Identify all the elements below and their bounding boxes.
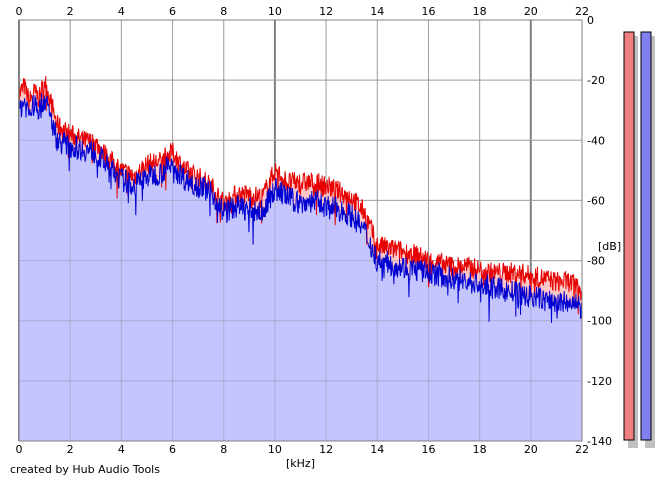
x-tick-top: 16 <box>421 5 435 18</box>
plot-frame <box>18 19 583 442</box>
x-tick-bottom: 20 <box>524 443 538 456</box>
x-tick-top: 0 <box>16 5 23 18</box>
x-tick-bottom: 4 <box>118 443 125 456</box>
x-axis-bottom: 0 2 4 6 8 10 12 14 16 18 20 22 <box>16 443 590 456</box>
y-tick: -80 <box>587 255 605 268</box>
x-tick-bottom: 12 <box>319 443 333 456</box>
x-tick-bottom: 14 <box>370 443 384 456</box>
x-tick-bottom: 0 <box>16 443 23 456</box>
series-line-1 <box>18 93 583 323</box>
x-tick-bottom: 22 <box>575 443 589 456</box>
x-tick-top: 8 <box>220 5 227 18</box>
level-meter-0 <box>623 31 635 441</box>
x-tick-top: 12 <box>319 5 333 18</box>
level-meter-1 <box>640 31 652 441</box>
y-axis-label: [dB] <box>598 240 621 253</box>
x-axis-label: [kHz] <box>286 457 315 470</box>
x-tick-bottom: 8 <box>220 443 227 456</box>
y-tick: -140 <box>587 435 612 448</box>
y-tick: 0 <box>587 14 594 27</box>
x-tick-bottom: 16 <box>421 443 435 456</box>
x-tick-top: 20 <box>524 5 538 18</box>
x-tick-top: 4 <box>118 5 125 18</box>
credit-text: created by Hub Audio Tools <box>10 463 160 476</box>
x-tick-top: 2 <box>67 5 74 18</box>
frame-border <box>18 19 583 442</box>
x-axis-top: 0 2 4 6 8 10 12 14 16 18 20 22 <box>16 5 590 18</box>
x-tick-bottom: 18 <box>473 443 487 456</box>
x-tick-top: 6 <box>169 5 176 18</box>
x-tick-bottom: 10 <box>268 443 282 456</box>
x-tick-top: 18 <box>473 5 487 18</box>
y-tick: -60 <box>587 194 605 207</box>
x-tick-top: 10 <box>268 5 282 18</box>
y-tick: -40 <box>587 134 605 147</box>
level-meters <box>623 31 655 448</box>
y-tick: -100 <box>587 315 612 328</box>
x-tick-top: 14 <box>370 5 384 18</box>
x-tick-top: 22 <box>575 5 589 18</box>
x-tick-bottom: 6 <box>169 443 176 456</box>
y-tick: -120 <box>587 375 612 388</box>
y-axis: 0 -20 -40 -60 -80 -100 -120 -140 <box>587 14 612 448</box>
series-layer <box>18 19 583 442</box>
y-tick: -20 <box>587 74 605 87</box>
x-tick-bottom: 2 <box>67 443 74 456</box>
